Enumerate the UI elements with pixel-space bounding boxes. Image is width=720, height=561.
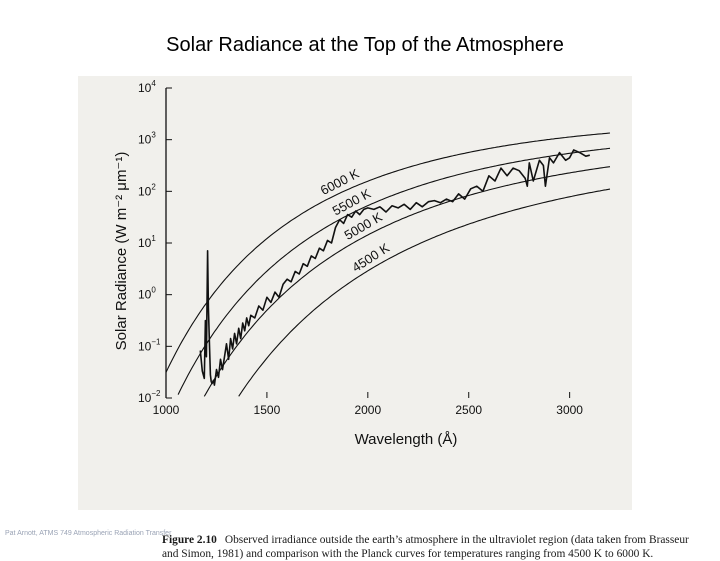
axes [165,87,571,399]
y-tick-label: 104 [138,79,156,95]
y-tick-label: 100 [138,286,156,302]
planck-curve-5000k [203,166,611,397]
x-tick-label: 3000 [556,403,583,417]
caption-text: Observed irradiance outside the earth’s … [162,534,689,560]
chart: 1000 1500 2000 2500 3000 104 103 102 101 100 10−1 1… [113,79,611,448]
y-tick-label: 10−1 [138,337,161,353]
slide-footer: Pat Arnott, ATMS 749 Atmospheric Radiati… [5,530,172,537]
chart-labels: 1000 1500 2000 2500 3000 104 103 102 101 100 10−1 1… [113,79,583,448]
figure-caption: Figure 2.10 Observed irradiance outside t… [162,534,706,561]
y-tick-label: 101 [138,234,156,250]
observed-series [199,149,590,386]
planck-curve-5500k [177,147,611,395]
y-tick-label: 102 [138,182,156,198]
scanned-figure: 1000 1500 2000 2500 3000 104 103 102 101 100 10−1 1… [78,76,689,560]
curve-label-4500k: 4500 K [349,240,392,275]
observed-irradiance-line [199,149,590,386]
x-tick-label: 1500 [254,403,281,417]
x-tick-label: 1000 [153,403,180,417]
planck-curve-4500k [238,188,611,397]
x-axis-title: Wavelength (Å) [355,431,458,448]
planck-curves [165,132,611,397]
y-axis-title: Solar Radiance (W m⁻² μm⁻¹) [113,152,130,351]
y-tick-label: 10−2 [138,389,161,405]
x-tick-label: 2500 [455,403,482,417]
y-tick-label: 103 [138,131,156,147]
slide-title: Solar Radiance at the Top of the Atmosph… [166,34,564,56]
x-tick-label: 2000 [354,403,381,417]
planck-curve-6000k [165,132,611,373]
